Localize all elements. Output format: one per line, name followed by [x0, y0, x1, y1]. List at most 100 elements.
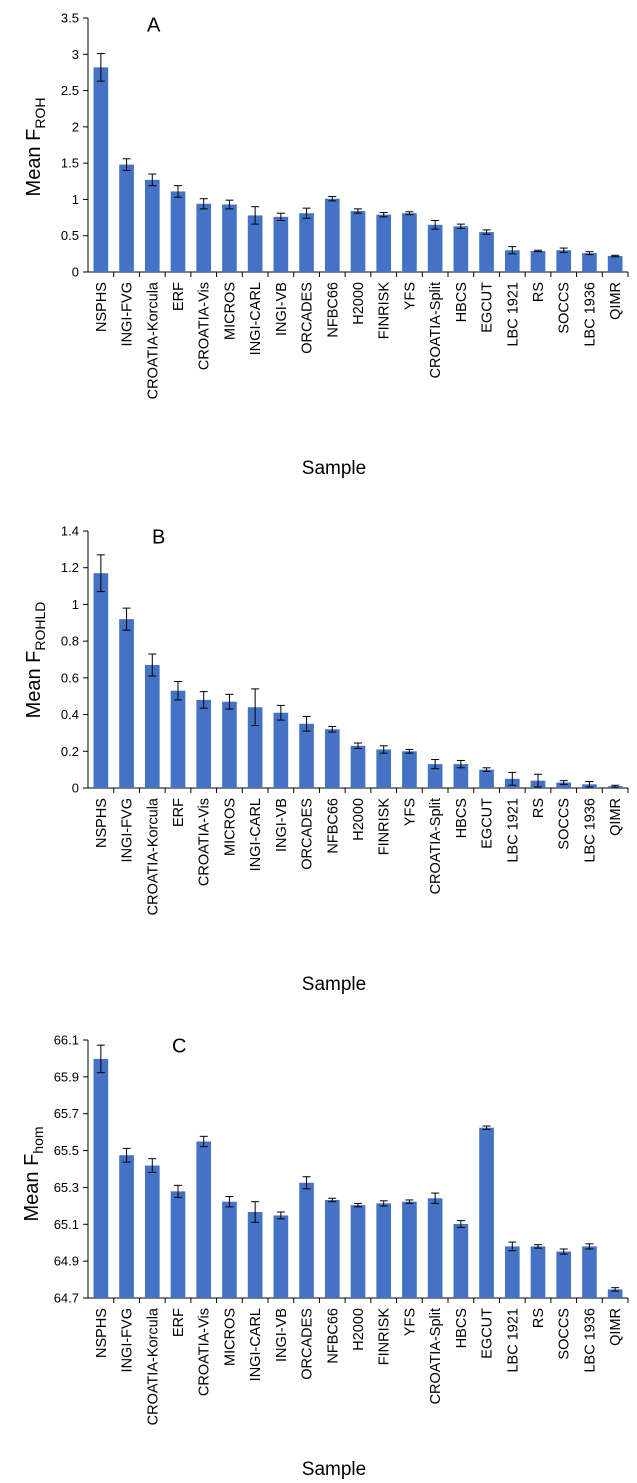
category-label: EGCUT [480, 798, 496, 849]
category-label: INGI-VB [274, 1308, 290, 1362]
bar-hbcs [453, 764, 469, 788]
category-label: LBC 1936 [582, 1308, 598, 1373]
bar-h2000 [350, 211, 366, 272]
bar-yfs [402, 213, 417, 272]
bar-egcut [479, 769, 494, 788]
bar-micros [222, 204, 237, 272]
category-label: LBC 1921 [505, 798, 521, 863]
bar-orcades [299, 213, 314, 272]
category-label: CROATIA-Korcula [145, 1307, 161, 1425]
category-label: RS [531, 798, 547, 818]
category-label: INGI-VB [274, 798, 290, 852]
y-tick-label: 65.7 [54, 1106, 79, 1121]
category-label: INGI-VB [274, 282, 290, 336]
bar-h2000 [350, 745, 366, 788]
y-axis-label-subscript: ROHLD [32, 602, 48, 651]
y-axis-label: Mean FROH [23, 98, 48, 197]
bar-yfs [402, 751, 417, 788]
category-label: NFBC66 [325, 798, 341, 854]
category-label: CROATIA-Split [428, 282, 444, 378]
bar-ingi-fvg [119, 164, 134, 272]
y-tick-label: 65.9 [54, 1069, 79, 1084]
category-label: CROATIA-Split [428, 798, 444, 894]
bar-erf [170, 1191, 186, 1298]
category-label: INGI-CARL [248, 798, 264, 871]
bar-croatia-vis [196, 203, 212, 272]
bar-ingi-carl [247, 215, 263, 272]
category-label: CROATIA-Vis [197, 798, 213, 886]
bar-ingi-vb [273, 1215, 289, 1298]
category-label: NSPHS [94, 798, 110, 848]
y-tick-label: 2.5 [61, 83, 79, 98]
y-tick-label: 1.2 [61, 560, 79, 575]
category-label: MICROS [222, 282, 238, 340]
bar-lbc-1921 [504, 250, 520, 272]
y-axis-label-main: Mean F [21, 1154, 43, 1222]
category-label: H2000 [351, 282, 367, 325]
bar-finrisk [376, 1203, 392, 1298]
bar-erf [170, 690, 186, 788]
y-axis-label-subscript: ROH [32, 98, 48, 129]
category-label: HBCS [454, 1308, 470, 1348]
category-label: HBCS [454, 798, 470, 838]
bar-lbc-1921 [504, 1246, 520, 1298]
category-label: ERF [171, 1308, 187, 1337]
bar-soccs [556, 782, 572, 788]
bar-nfbc66 [324, 1199, 340, 1298]
bar-croatia-korcula [144, 1165, 160, 1298]
bar-h2000 [350, 1205, 366, 1298]
bar-ingi-fvg [119, 619, 134, 788]
bar-micros [222, 1201, 237, 1298]
panel-label: C [172, 1035, 186, 1057]
category-label: CROATIA-Vis [197, 282, 213, 370]
category-label: EGCUT [480, 282, 496, 333]
bar-micros [222, 701, 237, 788]
category-label: LBC 1936 [582, 282, 598, 347]
y-axis-label-main: Mean F [23, 129, 45, 197]
bar-soccs [556, 1251, 572, 1298]
bar-orcades [299, 1182, 314, 1298]
category-label: NFBC66 [325, 282, 341, 338]
category-label: LBC 1921 [505, 282, 521, 347]
bar-erf [170, 191, 186, 272]
y-tick-label: 0.4 [61, 707, 79, 722]
chart-panel-b: 0 0.2 0.4 0.6 0.8 1 1.2 1.4 NSPHS INGI-FVG CROATIA… [23, 524, 629, 995]
category-label: HBCS [454, 282, 470, 322]
category-label: RS [531, 1308, 547, 1328]
category-label: EGCUT [480, 1308, 496, 1359]
panel-label: B [152, 526, 165, 548]
category-label: FINRISK [377, 1308, 393, 1366]
category-label: ORCADES [300, 798, 316, 870]
y-tick-label: 0.6 [61, 670, 79, 685]
category-label: YFS [402, 1308, 418, 1336]
bar-croatia-split [427, 224, 443, 272]
bar-croatia-vis [196, 699, 212, 788]
y-axis-label: Mean Fhom [21, 1126, 46, 1221]
y-tick-label: 1 [72, 597, 79, 612]
y-tick-label: 0 [72, 265, 79, 280]
bar-soccs [556, 250, 572, 272]
bar-croatia-vis [196, 1141, 212, 1298]
bar-qimr [607, 1289, 623, 1298]
panel-label: A [147, 14, 161, 36]
bar-lbc-1936 [582, 253, 597, 272]
bar-qimr [607, 256, 623, 272]
y-tick-label: 1.5 [61, 156, 79, 171]
category-label: LBC 1936 [582, 798, 598, 863]
bar-yfs [402, 1201, 417, 1298]
y-axis-label-main: Mean F [23, 651, 45, 719]
y-axis-label: Mean FROHLD [23, 602, 48, 719]
category-label: CROATIA-Korcula [145, 281, 161, 399]
category-label: QIMR [608, 282, 624, 320]
category-label: NFBC66 [325, 1308, 341, 1364]
bar-egcut [479, 232, 494, 272]
bar-hbcs [453, 1224, 469, 1298]
category-label: FINRISK [377, 798, 393, 856]
y-tick-label: 0 [72, 781, 79, 796]
chart-panel-c: 64.7 64.9 65.1 65.3 65.5 65.7 65.9 66.1 NSPHS ING… [21, 1033, 629, 1480]
bar-croatia-korcula [144, 665, 160, 788]
category-label: ORCADES [300, 1308, 316, 1380]
y-tick-label: 66.1 [54, 1033, 79, 1048]
bar-nfbc66 [324, 729, 340, 788]
